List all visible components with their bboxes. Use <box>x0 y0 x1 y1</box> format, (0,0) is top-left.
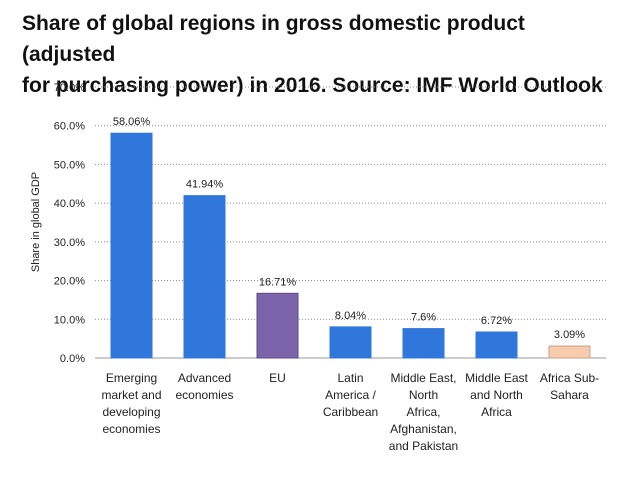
y-tick-label: 70.0% <box>54 82 85 94</box>
category-label-line: market and <box>101 388 161 402</box>
category-label-line: North <box>409 388 438 402</box>
category-label-line: EU <box>269 371 286 385</box>
chart-title: Share of global regions in gross domesti… <box>22 8 622 101</box>
category-label: Middle East, North Africa, Afghanistan, and … <box>389 371 458 453</box>
category-label-line: and North <box>470 388 523 402</box>
bar <box>402 328 445 359</box>
category-label: Advanced economies <box>175 371 233 402</box>
bar <box>475 331 518 359</box>
chart-title-line-1: Share of global regions in gross domesti… <box>22 12 525 66</box>
y-tick-label: 10.0% <box>54 314 85 326</box>
y-tick-label: 0.0% <box>60 353 85 365</box>
y-tick-label: 60.0% <box>54 121 85 133</box>
category-label-line: Middle East <box>465 371 528 385</box>
category-label: Emerging market and developing economies <box>101 371 161 436</box>
data-label: 58.06% <box>113 116 151 128</box>
category-label-line: Advanced <box>178 371 231 385</box>
data-label: 3.09% <box>554 329 585 341</box>
category-label: Latin America / Caribbean <box>323 371 378 419</box>
chart-title-line-2: for purchasing power) in 2016. Source: I… <box>22 74 603 97</box>
category-label-line: Africa <box>481 405 512 419</box>
y-axis-ticks: 0.0% 10.0% 20.0% 30.0% 40.0% 50.0% 60.0% 70.0% <box>54 82 85 365</box>
category-label-line: Middle East, <box>390 371 456 385</box>
data-label: 7.6% <box>411 312 436 324</box>
category-label-line: Caribbean <box>323 405 378 419</box>
bar <box>329 326 372 359</box>
category-label-line: Emerging <box>106 371 157 385</box>
category-label-line: Africa Sub- <box>540 371 599 385</box>
category-label: Africa Sub- Sahara <box>540 371 599 402</box>
y-tick-label: 50.0% <box>54 159 85 171</box>
category-label-line: Sahara <box>550 388 589 402</box>
y-tick-label: 40.0% <box>54 198 85 210</box>
bar <box>256 292 299 359</box>
data-label: 16.71% <box>259 276 297 288</box>
bar <box>110 132 153 359</box>
data-label: 41.94% <box>186 179 224 191</box>
bar <box>183 195 226 359</box>
category-label: Middle East and North Africa <box>465 371 528 419</box>
y-tick-label: 30.0% <box>54 237 85 249</box>
data-label: 6.72% <box>481 315 512 327</box>
category-label: EU <box>269 371 286 385</box>
y-axis-label: Share in global GDP <box>30 172 42 272</box>
x-axis-categories: Emerging market and developing economiesAdv… <box>101 371 599 453</box>
data-labels: 58.06% 41.94% 16.71% 8.04% 7.6% 6.72% 3.09% <box>113 116 585 341</box>
category-label-line: economies <box>102 422 160 436</box>
category-label-line: developing <box>102 405 160 419</box>
category-label-line: Afghanistan, <box>390 422 457 436</box>
y-tick-label: 20.0% <box>54 276 85 288</box>
data-label: 8.04% <box>335 310 366 322</box>
bars <box>110 132 591 359</box>
category-label-line: economies <box>175 388 233 402</box>
category-label-line: and Pakistan <box>389 439 458 453</box>
category-label-line: Latin <box>337 371 363 385</box>
category-label-line: America / <box>325 388 376 402</box>
category-label-line: Africa, <box>406 405 440 419</box>
bar <box>548 345 591 359</box>
